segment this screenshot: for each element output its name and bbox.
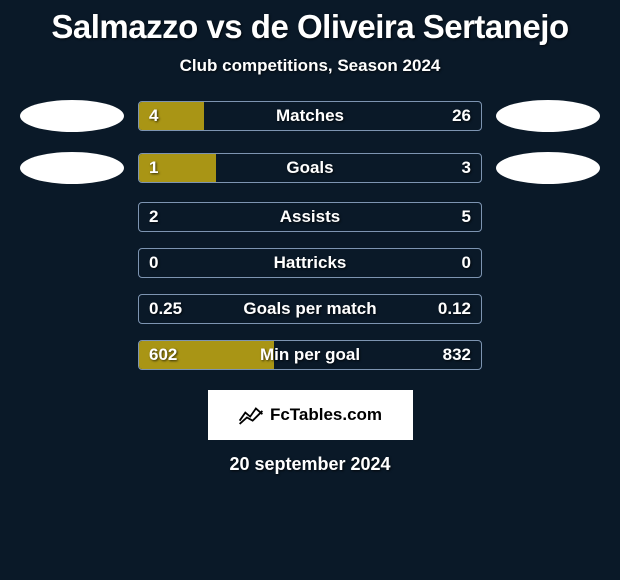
stat-row: 2Assists5 [0,202,620,232]
player-b-avatar [494,150,602,186]
stat-row: 0Hattricks0 [0,248,620,278]
stat-value-b: 26 [452,102,471,130]
stat-value-b: 5 [462,203,471,231]
stat-row: 0.25Goals per match0.12 [0,294,620,324]
stat-label: Goals per match [139,295,481,323]
comparison-infographic: Salmazzo vs de Oliveira Sertanejo Club c… [0,0,620,580]
brand-badge: FcTables.com [208,390,413,440]
stat-row: 602Min per goal832 [0,340,620,370]
player-b-avatar [494,98,602,134]
stat-value-b: 0.12 [438,295,471,323]
stat-label: Min per goal [139,341,481,369]
stat-label: Matches [139,102,481,130]
stat-bar: 602Min per goal832 [138,340,482,370]
stat-rows: 4Matches26 1Goals3 2Assists5 0Hattricks0 0.2… [0,98,620,370]
player-a-avatar [18,150,126,186]
stat-label: Goals [139,154,481,182]
subtitle: Club competitions, Season 2024 [0,56,620,76]
stat-value-b: 832 [443,341,471,369]
stat-bar: 0.25Goals per match0.12 [138,294,482,324]
brand-text: FcTables.com [270,405,382,425]
stat-value-b: 3 [462,154,471,182]
stat-bar: 2Assists5 [138,202,482,232]
stat-bar: 1Goals3 [138,153,482,183]
stat-row: 1Goals3 [0,150,620,186]
stat-bar: 4Matches26 [138,101,482,131]
stat-row: 4Matches26 [0,98,620,134]
player-a-avatar [18,98,126,134]
date-text: 20 september 2024 [0,454,620,475]
brand-logo-icon [238,404,264,426]
stat-label: Hattricks [139,249,481,277]
stat-value-b: 0 [462,249,471,277]
page-title: Salmazzo vs de Oliveira Sertanejo [0,8,620,46]
stat-label: Assists [139,203,481,231]
stat-bar: 0Hattricks0 [138,248,482,278]
